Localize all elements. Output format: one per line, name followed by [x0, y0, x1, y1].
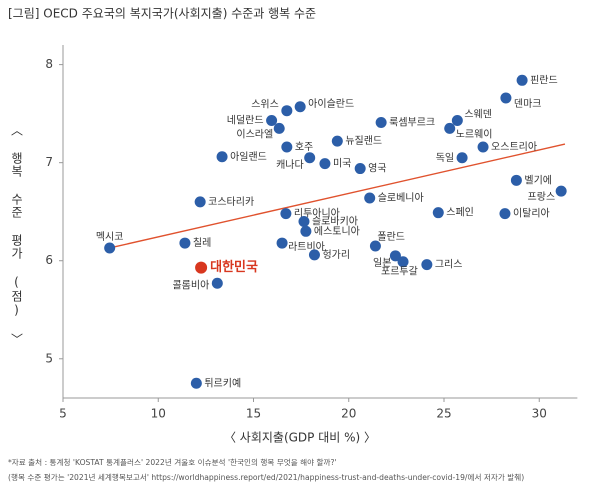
x-tick-label: 15 [246, 407, 261, 421]
point [444, 122, 456, 134]
point-label: 코스타리카 [208, 196, 254, 208]
point-label: 칠레 [193, 237, 211, 249]
point-label: 멕시코 [96, 231, 124, 243]
point-label: 일본 [373, 257, 391, 269]
x-tick-label: 25 [436, 407, 451, 421]
point [375, 116, 387, 128]
point [319, 158, 331, 170]
point [451, 115, 463, 127]
point [281, 141, 293, 153]
point [456, 152, 468, 164]
point-label: 이탈리아 [513, 207, 550, 220]
point [216, 151, 228, 163]
point [281, 105, 293, 117]
point-label: 영국 [368, 163, 386, 175]
point [194, 196, 206, 208]
point [190, 377, 202, 389]
x-tick-label: 30 [532, 407, 547, 421]
point-label: 미국 [333, 158, 351, 170]
point [389, 250, 401, 262]
point [280, 208, 292, 220]
point-label: 독일 [436, 152, 454, 164]
point-label: 덴마크 [514, 98, 542, 110]
point [300, 225, 312, 237]
point [477, 141, 489, 153]
chart-title: [그림] OECD 주요국의 복지국가(사회지출) 수준과 행복 수준 [8, 6, 316, 21]
point [298, 216, 310, 227]
y-tick-label: 6 [45, 253, 53, 267]
point-label: 아일랜드 [230, 151, 267, 163]
point-label: 폴란드 [377, 231, 405, 243]
point [369, 240, 381, 252]
point-label: 콜롬비아 [172, 279, 209, 291]
point [354, 163, 366, 175]
point [211, 277, 223, 289]
point [510, 174, 522, 186]
point-label: 노르웨이 [456, 128, 493, 140]
point-label: 호주 [295, 141, 313, 153]
point [500, 92, 512, 104]
point-label: 핀란드 [530, 74, 558, 86]
point-label: 캐나다 [276, 159, 304, 171]
point-label: 슬로바키아 [312, 216, 358, 228]
y-tick-label: 7 [45, 155, 53, 169]
point-label: 네덜란드 [227, 115, 264, 127]
point-label: 라트비아 [288, 241, 325, 253]
point-label: 아이슬란드 [308, 98, 354, 110]
point-label: 스위스 [251, 98, 279, 111]
point-label: 튀르키예 [204, 377, 241, 389]
point [273, 122, 285, 134]
point [179, 237, 191, 249]
x-tick-label: 5 [59, 407, 67, 421]
x-axis-label: 〈 사회지출(GDP 대비 %) 〉 [224, 431, 376, 445]
point-label: 뉴질랜드 [345, 135, 382, 147]
point-label: 오스트리아 [491, 141, 537, 153]
point-label: 프랑스 [528, 191, 556, 203]
point [364, 192, 376, 204]
point-label: 포르투갈 [381, 265, 418, 278]
footnote: (행복 수준 평가는 '2021년 세계행복보고서' https://world… [8, 472, 524, 482]
point-label: 에스토니아 [314, 225, 360, 237]
point [555, 185, 567, 197]
point-label: 헝가리 [322, 249, 350, 261]
point [104, 242, 116, 254]
point-label: 슬로베니아 [378, 192, 424, 204]
point [397, 256, 409, 268]
point-label: 룩셈부르크 [389, 116, 435, 128]
point [308, 249, 320, 261]
point-label: 스웨덴 [464, 109, 492, 121]
point-label: 대한민국 [210, 259, 258, 275]
point-label: 이스라엘 [236, 127, 273, 140]
point-label: 스페인 [446, 207, 474, 219]
point [499, 208, 511, 220]
point [276, 237, 288, 249]
point-label: 그리스 [435, 259, 463, 271]
point-label: 벨기에 [524, 174, 552, 186]
y-tick-label: 8 [45, 57, 53, 71]
y-axis-label: 〈 행복 수준 평가 (점) 〉 [10, 124, 24, 346]
point [294, 101, 306, 113]
point [516, 74, 528, 86]
trendline [109, 143, 566, 249]
point [421, 259, 433, 271]
point [432, 207, 444, 219]
x-tick-label: 20 [341, 407, 356, 421]
y-tick-label: 5 [45, 351, 53, 365]
point [266, 115, 278, 127]
point [331, 135, 343, 147]
footnote: *자료 출처 : 통계청 'KOSTAT 통계플러스' 2022년 겨울호 이슈… [8, 457, 337, 467]
point [304, 152, 316, 164]
x-tick-label: 10 [151, 407, 166, 421]
point [195, 261, 208, 274]
